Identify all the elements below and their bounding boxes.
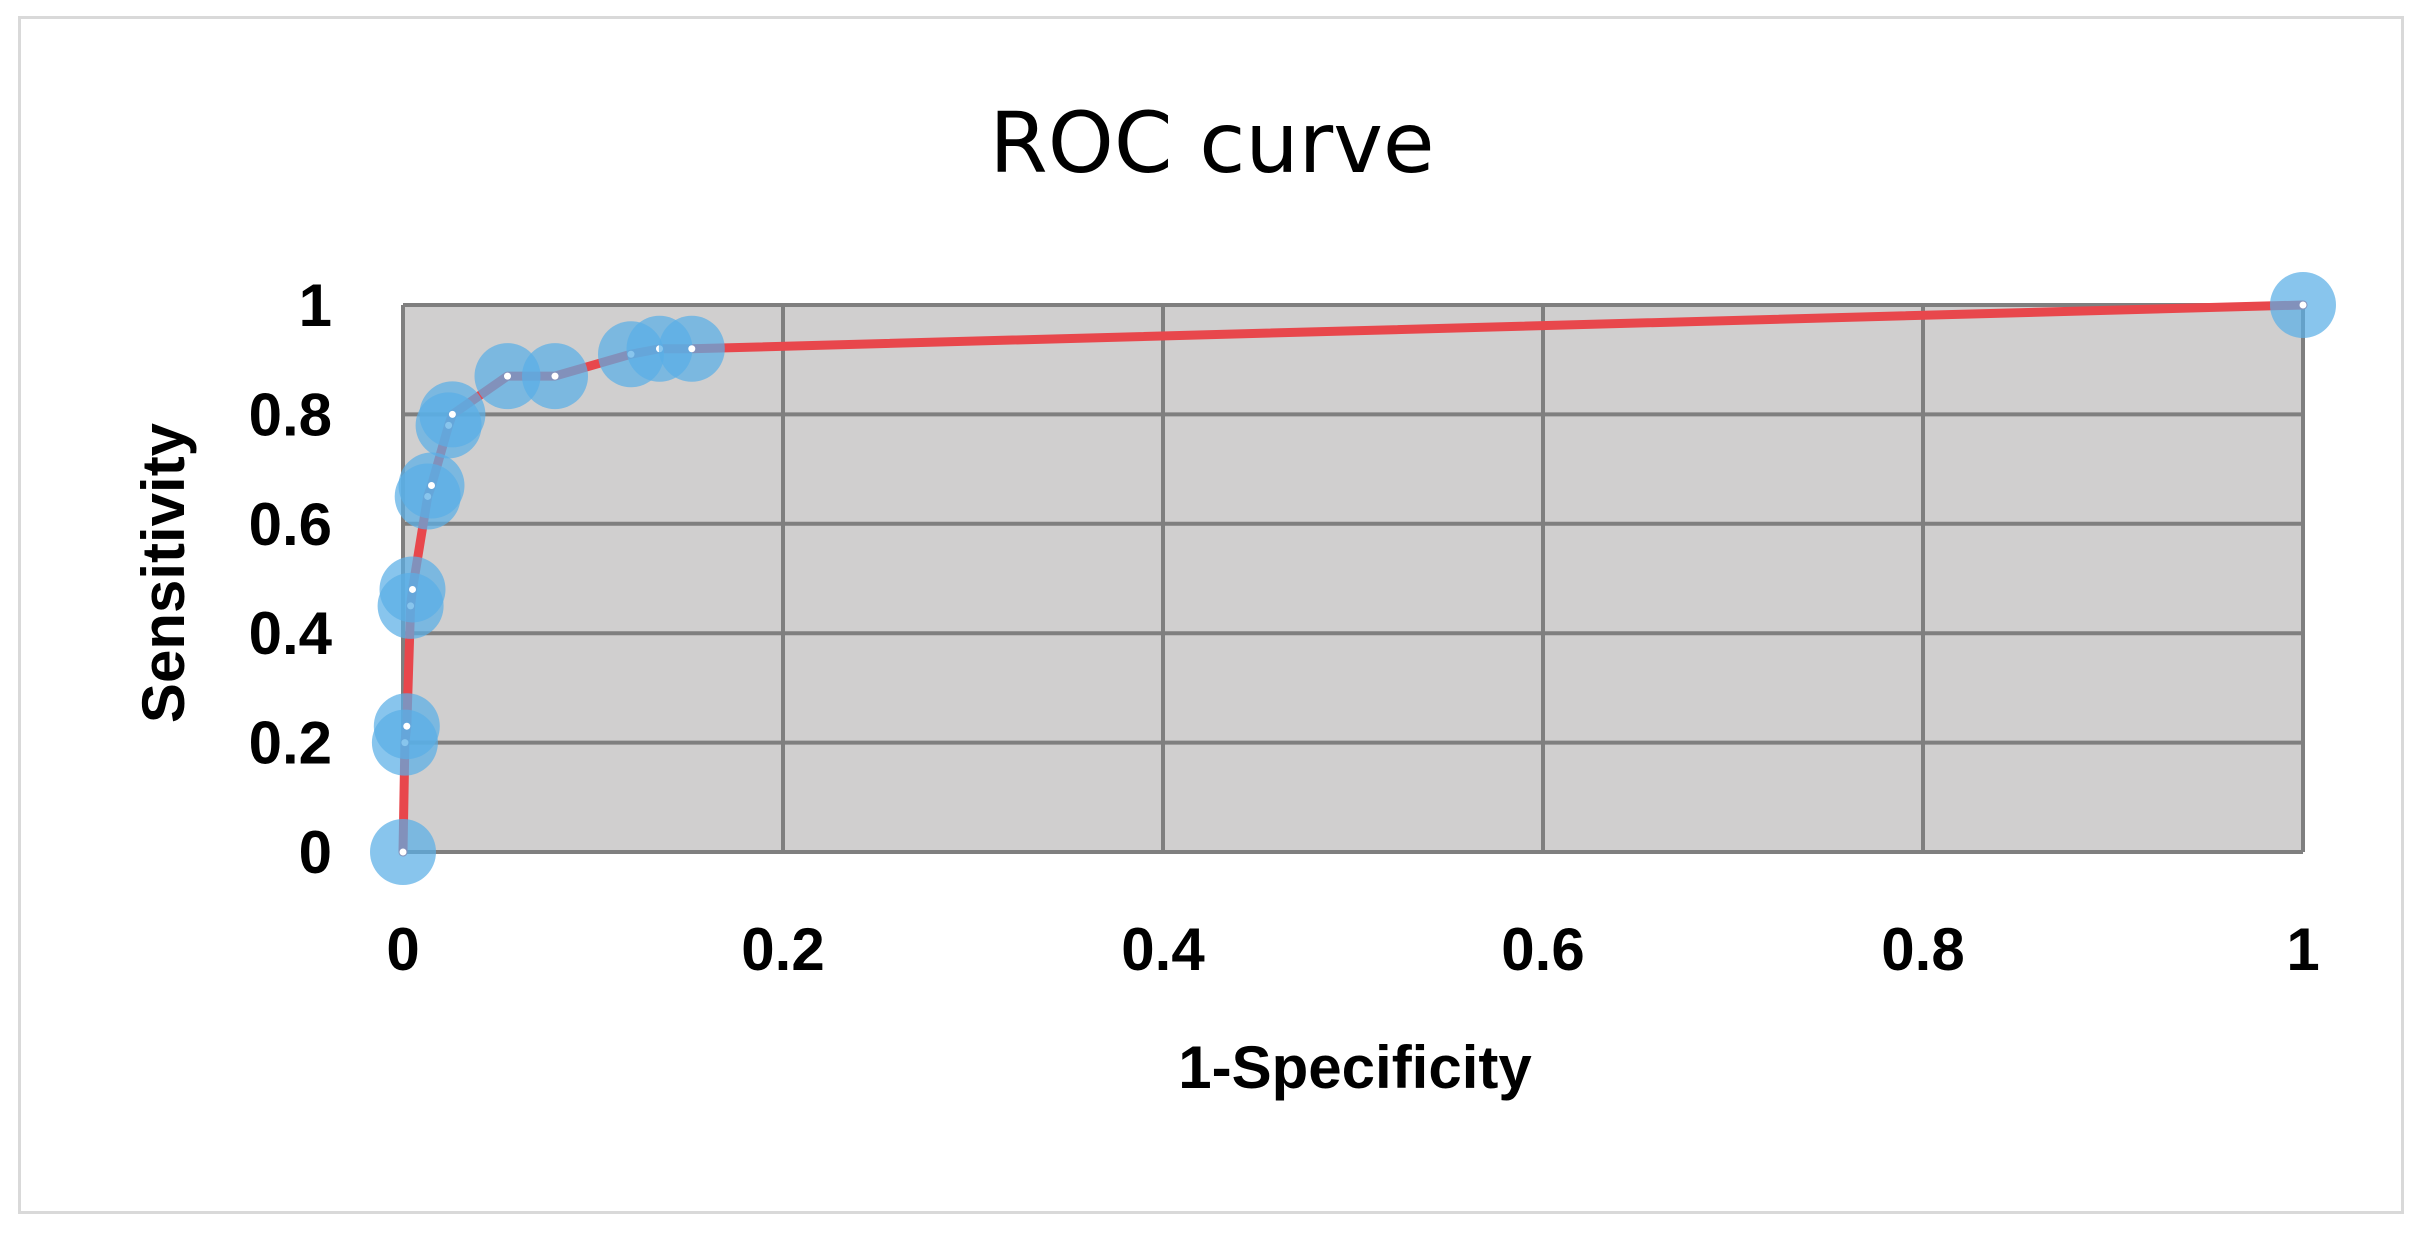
x-tick-label: 0.6: [1501, 916, 1584, 983]
data-point-center: [2299, 301, 2307, 309]
tick-layer: 0 0.2 0.4 0.6 0.8 1 0 0.2 0.4 0.6 0.8 1: [249, 272, 2320, 983]
data-point-center: [551, 372, 559, 380]
plot-area: [403, 305, 2303, 852]
y-tick-label: 0.6: [249, 491, 332, 558]
y-tick-label: 0.4: [249, 600, 333, 667]
x-tick-label: 0.8: [1881, 916, 1964, 983]
data-point-center: [504, 372, 511, 380]
x-tick-label: 1: [2286, 916, 2319, 983]
y-tick-label: 0: [299, 819, 332, 886]
series-layer: [370, 272, 2336, 885]
data-point-center: [428, 482, 435, 490]
data-point-center: [399, 848, 407, 856]
chart-title: ROC curve: [989, 94, 1434, 192]
y-tick-label: 0.2: [249, 710, 332, 777]
data-point-center: [409, 585, 416, 593]
data-point-center: [448, 410, 456, 418]
y-tick-label: 1: [299, 272, 332, 339]
x-axis-label: 1-Specificity: [1178, 1034, 1532, 1101]
x-tick-label: 0.4: [1121, 916, 1205, 983]
x-tick-label: 0.2: [741, 916, 824, 983]
data-point-center: [403, 722, 411, 730]
y-axis-label: Sensitivity: [130, 422, 197, 723]
y-tick-label: 0.8: [249, 381, 332, 448]
data-point-center: [688, 345, 696, 353]
x-tick-label: 0: [386, 916, 419, 983]
